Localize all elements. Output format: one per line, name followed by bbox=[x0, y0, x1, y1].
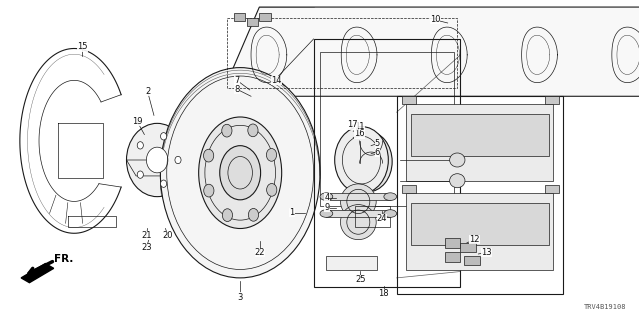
Ellipse shape bbox=[175, 156, 181, 164]
Bar bbox=[355, 206, 390, 227]
Text: 9: 9 bbox=[324, 203, 330, 212]
Text: 3: 3 bbox=[237, 292, 243, 301]
Ellipse shape bbox=[340, 184, 376, 219]
Ellipse shape bbox=[352, 141, 384, 182]
Bar bbox=[326, 210, 390, 217]
Text: 10: 10 bbox=[429, 15, 440, 24]
Bar bbox=[402, 96, 416, 104]
Text: 17: 17 bbox=[348, 120, 358, 130]
Ellipse shape bbox=[450, 153, 465, 167]
Bar bbox=[227, 18, 458, 88]
Text: 5: 5 bbox=[375, 139, 380, 148]
Ellipse shape bbox=[198, 117, 282, 228]
Ellipse shape bbox=[340, 204, 376, 240]
Bar bbox=[246, 18, 258, 26]
Bar bbox=[259, 13, 271, 21]
Ellipse shape bbox=[204, 184, 214, 197]
Text: FR.: FR. bbox=[54, 254, 73, 264]
Text: 7: 7 bbox=[234, 76, 239, 85]
Bar bbox=[464, 256, 479, 265]
Ellipse shape bbox=[161, 133, 166, 140]
Ellipse shape bbox=[161, 68, 320, 278]
Ellipse shape bbox=[335, 126, 388, 194]
Polygon shape bbox=[21, 264, 54, 283]
Text: 13: 13 bbox=[481, 248, 492, 257]
Text: 24: 24 bbox=[377, 214, 387, 223]
Text: 15: 15 bbox=[77, 42, 88, 52]
Text: 23: 23 bbox=[141, 243, 152, 252]
Text: 16: 16 bbox=[355, 129, 365, 138]
Bar bbox=[545, 186, 559, 194]
Ellipse shape bbox=[147, 147, 168, 173]
Text: 6: 6 bbox=[375, 148, 380, 156]
Ellipse shape bbox=[266, 148, 276, 161]
Text: 1: 1 bbox=[289, 208, 294, 217]
Text: 19: 19 bbox=[132, 117, 143, 126]
Ellipse shape bbox=[248, 124, 258, 137]
Bar bbox=[234, 13, 245, 21]
Bar bbox=[406, 104, 553, 181]
Text: 8: 8 bbox=[234, 85, 239, 94]
Text: 20: 20 bbox=[163, 231, 173, 240]
Polygon shape bbox=[68, 216, 116, 227]
Bar bbox=[411, 203, 548, 245]
Ellipse shape bbox=[204, 149, 214, 162]
Ellipse shape bbox=[220, 146, 260, 200]
Text: TRV4B19108: TRV4B19108 bbox=[584, 304, 627, 310]
Ellipse shape bbox=[267, 183, 277, 196]
Bar bbox=[406, 194, 553, 270]
Text: 18: 18 bbox=[378, 289, 389, 298]
Bar bbox=[326, 256, 378, 270]
Text: 21: 21 bbox=[141, 231, 152, 240]
Text: 25: 25 bbox=[355, 275, 365, 284]
Polygon shape bbox=[58, 123, 103, 178]
Ellipse shape bbox=[384, 210, 397, 217]
Text: 4: 4 bbox=[324, 193, 330, 202]
Ellipse shape bbox=[248, 208, 259, 221]
Text: 14: 14 bbox=[271, 76, 282, 85]
Bar bbox=[411, 114, 548, 156]
Bar bbox=[445, 238, 461, 248]
Ellipse shape bbox=[161, 180, 166, 187]
Bar bbox=[545, 96, 559, 104]
Ellipse shape bbox=[137, 171, 143, 178]
Ellipse shape bbox=[137, 142, 143, 149]
Text: 11: 11 bbox=[355, 122, 365, 131]
Ellipse shape bbox=[127, 123, 188, 197]
Polygon shape bbox=[221, 7, 640, 96]
Bar bbox=[397, 96, 563, 294]
Text: 22: 22 bbox=[255, 248, 265, 257]
Ellipse shape bbox=[320, 210, 333, 217]
Bar bbox=[326, 193, 390, 200]
Ellipse shape bbox=[450, 174, 465, 188]
Ellipse shape bbox=[222, 209, 232, 221]
Ellipse shape bbox=[344, 131, 392, 192]
Text: 2: 2 bbox=[145, 87, 150, 96]
Ellipse shape bbox=[222, 124, 232, 137]
Bar bbox=[445, 252, 461, 262]
Bar bbox=[314, 39, 461, 287]
Bar bbox=[402, 186, 416, 194]
Text: 12: 12 bbox=[469, 235, 480, 244]
Bar bbox=[320, 52, 454, 206]
Ellipse shape bbox=[384, 193, 397, 200]
Bar bbox=[461, 243, 476, 252]
Ellipse shape bbox=[320, 193, 333, 200]
Polygon shape bbox=[127, 160, 197, 176]
